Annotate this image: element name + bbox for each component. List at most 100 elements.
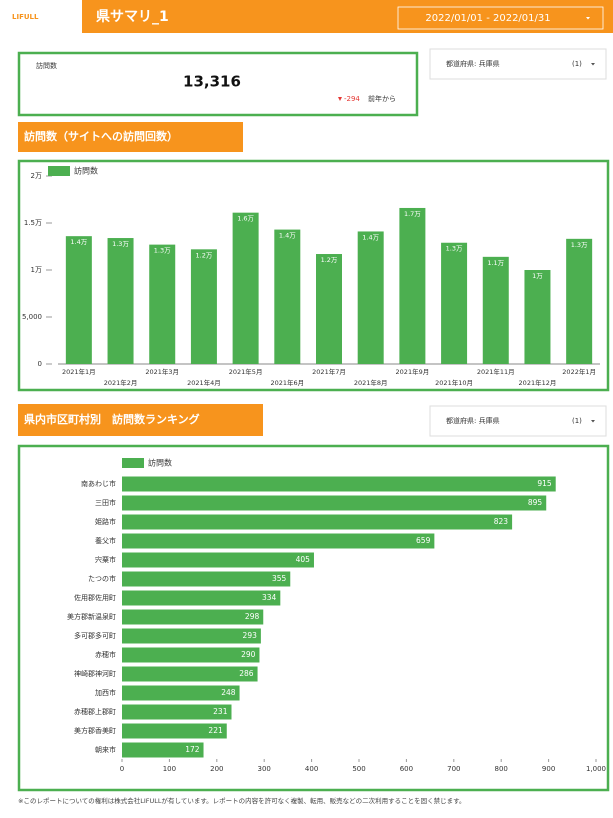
legend-label: 訪問数 bbox=[148, 458, 172, 468]
filter-count[interactable]: (1) bbox=[572, 417, 582, 425]
y-tick-label: 赤穂市 bbox=[95, 650, 116, 659]
y-tick-label: 加西市 bbox=[95, 688, 116, 697]
x-tick-label: 2021年2月 bbox=[104, 378, 138, 387]
section-title-box bbox=[18, 122, 243, 152]
bar bbox=[357, 231, 384, 364]
data-label: 1.3万 bbox=[446, 245, 463, 253]
data-label: 405 bbox=[296, 555, 311, 564]
y-tick-label: 佐用郡佐用町 bbox=[74, 593, 116, 602]
x-tick-label: 2021年8月 bbox=[354, 378, 388, 387]
bar bbox=[399, 207, 426, 364]
data-label: 1.7万 bbox=[404, 210, 421, 218]
bar bbox=[316, 254, 342, 364]
y-tick-label: 2万 bbox=[31, 172, 42, 180]
bar bbox=[122, 552, 314, 568]
filter-count[interactable]: (1) bbox=[572, 60, 582, 68]
y-tick-label: 多可郡多可町 bbox=[74, 631, 116, 640]
bar bbox=[482, 256, 509, 364]
data-label: 172 bbox=[185, 745, 200, 754]
x-tick-label: 2021年4月 bbox=[187, 378, 221, 387]
x-tick-label: 600 bbox=[400, 765, 413, 773]
filter-label[interactable]: 都道府県: 兵庫県 bbox=[446, 59, 500, 68]
x-tick-label: 1,000 bbox=[586, 765, 606, 773]
bar bbox=[524, 270, 551, 364]
data-label: 298 bbox=[245, 612, 260, 621]
data-label: 355 bbox=[272, 574, 287, 583]
x-tick-label: 2021年3月 bbox=[145, 367, 179, 376]
bar bbox=[566, 238, 593, 364]
x-tick-label: 2021年6月 bbox=[270, 378, 304, 387]
section-title-box bbox=[18, 404, 263, 436]
x-tick-label: 2021年1月 bbox=[62, 367, 96, 376]
y-tick-label: 1万 bbox=[31, 266, 42, 274]
section-title: 訪問数（サイトへの訪問回数） bbox=[24, 129, 178, 143]
data-label: 895 bbox=[528, 498, 543, 507]
bar bbox=[122, 628, 261, 644]
data-label: 231 bbox=[213, 707, 228, 716]
date-picker[interactable] bbox=[397, 6, 604, 30]
bar bbox=[122, 704, 232, 720]
data-label: 286 bbox=[239, 669, 254, 678]
bar bbox=[122, 533, 435, 549]
data-label: 1.1万 bbox=[487, 259, 504, 267]
report-title: 県サマリ_1 bbox=[96, 9, 169, 25]
data-label: 1.4万 bbox=[279, 232, 296, 240]
data-label: 1.3万 bbox=[571, 241, 588, 249]
y-tick-label: 三田市 bbox=[95, 498, 116, 507]
data-label: 248 bbox=[221, 688, 236, 697]
y-tick-label: 5,000 bbox=[22, 313, 42, 321]
data-label: 1.2万 bbox=[196, 251, 213, 259]
x-tick-label: 800 bbox=[495, 765, 508, 773]
x-tick-label: 700 bbox=[447, 765, 460, 773]
footer-note: ※このレポートについての権利は株式会社LIFULLが有しています。レポートの内容… bbox=[18, 797, 466, 805]
kpi-delta: -294 bbox=[344, 95, 360, 103]
x-tick-label: 0 bbox=[120, 765, 124, 773]
bar bbox=[122, 647, 260, 663]
y-tick-label: 姫路市 bbox=[95, 517, 116, 526]
filter-box[interactable] bbox=[429, 405, 607, 437]
data-label: 1.3万 bbox=[112, 240, 129, 248]
y-tick-label: 赤穂郡上郡町 bbox=[74, 707, 116, 716]
bar bbox=[274, 229, 301, 364]
bar bbox=[122, 476, 556, 492]
bar bbox=[122, 590, 281, 606]
data-label: 1.3万 bbox=[154, 247, 171, 255]
y-tick-label: 0 bbox=[38, 360, 42, 368]
x-tick-label: 200 bbox=[210, 765, 223, 773]
data-label: 1万 bbox=[532, 272, 543, 280]
bar bbox=[122, 685, 240, 701]
bar bbox=[122, 514, 513, 530]
x-tick-label: 900 bbox=[542, 765, 555, 773]
x-tick-label: 2022年1月 bbox=[562, 367, 596, 376]
data-label: 1.6万 bbox=[237, 215, 254, 223]
bar bbox=[122, 609, 264, 625]
dropdown-arrow bbox=[591, 63, 595, 66]
dropdown-arrow bbox=[586, 17, 590, 20]
data-label: 1.4万 bbox=[362, 233, 379, 241]
date-range[interactable]: 2022/01/01 - 2022/01/31 bbox=[425, 13, 550, 24]
bar bbox=[190, 249, 217, 364]
x-tick-label: 2021年12月 bbox=[519, 378, 557, 387]
x-tick-label: 2021年7月 bbox=[312, 367, 346, 376]
bar bbox=[149, 244, 176, 364]
y-tick-label: 朝来市 bbox=[95, 745, 116, 754]
legend-swatch bbox=[48, 166, 70, 176]
y-tick-label: 宍粟市 bbox=[95, 555, 116, 564]
x-tick-label: 100 bbox=[163, 765, 176, 773]
bar bbox=[107, 238, 134, 364]
y-tick-label: 神崎郡神河町 bbox=[74, 669, 116, 678]
dropdown-arrow bbox=[591, 420, 595, 423]
kpi-card bbox=[17, 51, 419, 117]
logo-area bbox=[0, 0, 82, 33]
section-title: 県内市区町村別 訪問数ランキング bbox=[24, 412, 200, 426]
y-tick-label: たつの市 bbox=[88, 574, 116, 583]
data-label: 221 bbox=[208, 726, 223, 735]
filter-box[interactable] bbox=[429, 48, 607, 80]
down-arrow bbox=[338, 97, 342, 101]
y-tick-label: 美方郡香美町 bbox=[74, 726, 116, 735]
bar bbox=[232, 212, 259, 364]
data-label: 915 bbox=[537, 479, 552, 488]
filter-label[interactable]: 都道府県: 兵庫県 bbox=[446, 416, 500, 425]
